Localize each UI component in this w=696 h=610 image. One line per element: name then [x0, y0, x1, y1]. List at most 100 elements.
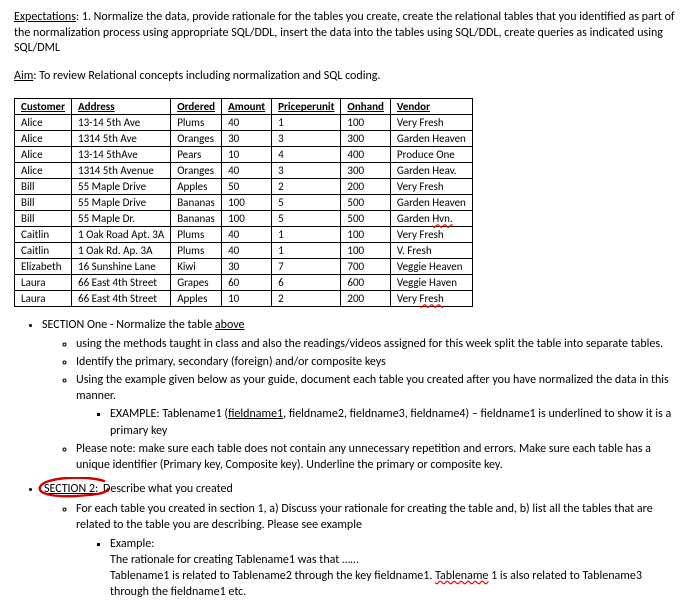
- table-cell: Garden Heav.: [390, 163, 472, 179]
- table-cell: Alice: [15, 163, 72, 179]
- aim-paragraph: Aim: To review Relational concepts inclu…: [14, 69, 682, 85]
- table-cell: 40: [222, 163, 272, 179]
- table-cell: Caitlin: [15, 243, 72, 259]
- table-row: Laura66 East 4th StreetApples102200Very …: [15, 291, 473, 307]
- table-cell: 1314 5th Avenue: [72, 163, 171, 179]
- table-cell: 30: [222, 259, 272, 275]
- table-cell: 300: [341, 163, 390, 179]
- table-cell: 1 Oak Road Apt. 3A: [72, 227, 171, 243]
- list-item: using the methods taught in class and al…: [76, 336, 682, 352]
- table-cell: Apples: [171, 179, 222, 195]
- table-row: Bill55 Maple Dr.Bananas1005500Garden Hvn…: [15, 211, 473, 227]
- table-cell: Veggie Haven: [390, 275, 472, 291]
- table-cell: 5: [272, 195, 341, 211]
- table-cell: 300: [341, 131, 390, 147]
- table-cell: 3: [272, 131, 341, 147]
- section-two-highlight: SECTION 2:: [42, 481, 100, 499]
- table-cell: Kiwi: [171, 259, 222, 275]
- table-cell: 40: [222, 115, 272, 131]
- list-item: Please note: make sure each table does n…: [76, 441, 682, 473]
- table-cell: 1: [272, 243, 341, 259]
- table-cell: 60: [222, 275, 272, 291]
- expectations-paragraph: Expectations: 1. Normalize the data, pro…: [14, 10, 682, 57]
- table-cell: 700: [341, 259, 390, 275]
- table-cell: Veggie Heaven: [390, 259, 472, 275]
- table-header: Onhand: [341, 99, 390, 115]
- table-cell: 1 Oak Rd. Ap. 3A: [72, 243, 171, 259]
- list-item: Using the example given below as your gu…: [76, 372, 682, 439]
- table-cell: 10: [222, 291, 272, 307]
- section-two-items: For each table you created in section 1,…: [76, 501, 682, 600]
- table-cell: Garden Heaven: [390, 195, 472, 211]
- table-cell: 6: [272, 275, 341, 291]
- example-item: EXAMPLE: Tablename1 (fieldname1, fieldna…: [110, 406, 682, 438]
- table-cell: 100: [341, 115, 390, 131]
- table-cell: 200: [341, 291, 390, 307]
- expectations-label: Expectations: [14, 10, 76, 24]
- table-cell: Plums: [171, 243, 222, 259]
- table-cell: Pears: [171, 147, 222, 163]
- table-cell: 400: [341, 147, 390, 163]
- table-cell: Garden Heaven: [390, 131, 472, 147]
- section-two-heading: SECTION 2: Describe what you created For…: [42, 481, 682, 600]
- section-one-heading: SECTION One - Normalize the table above …: [42, 317, 682, 473]
- table-cell: Alice: [15, 131, 72, 147]
- table-cell: 3: [272, 163, 341, 179]
- table-cell: Grapes: [171, 275, 222, 291]
- table-cell: 40: [222, 243, 272, 259]
- table-cell: 500: [341, 211, 390, 227]
- table-cell: Alice: [15, 147, 72, 163]
- table-cell: Bananas: [171, 195, 222, 211]
- table-cell: Bill: [15, 195, 72, 211]
- table-row: Alice13-14 5th AvePlums401100Very Fresh: [15, 115, 473, 131]
- table-cell: 16 Sunshine Lane: [72, 259, 171, 275]
- table-row: Alice13-14 5thAvePears104400Produce One: [15, 147, 473, 163]
- table-cell: Oranges: [171, 163, 222, 179]
- table-cell: 200: [341, 179, 390, 195]
- list-item: Identify the primary, secondary (foreign…: [76, 354, 682, 370]
- table-header: Customer: [15, 99, 72, 115]
- table-cell: Laura: [15, 291, 72, 307]
- table-cell: Very Fresh: [390, 179, 472, 195]
- expectations-text: : 1. Normalize the data, provide rationa…: [14, 10, 675, 55]
- table-cell: Apples: [171, 291, 222, 307]
- table-cell: 100: [222, 195, 272, 211]
- table-cell: 1314 5th Ave: [72, 131, 171, 147]
- table-cell: Elizabeth: [15, 259, 72, 275]
- table-cell: 13-14 5thAve: [72, 147, 171, 163]
- table-cell: 55 Maple Dr.: [72, 211, 171, 227]
- table-row: Elizabeth16 Sunshine LaneKiwi307700Veggi…: [15, 259, 473, 275]
- table-header: Ordered: [171, 99, 222, 115]
- section-list: SECTION One - Normalize the table above …: [42, 317, 682, 600]
- table-cell: Plums: [171, 115, 222, 131]
- table-cell: 66 East 4th Street: [72, 275, 171, 291]
- table-cell: Very Fresh: [390, 115, 472, 131]
- table-cell: 50: [222, 179, 272, 195]
- table-header: Priceperunit: [272, 99, 341, 115]
- table-cell: 4: [272, 147, 341, 163]
- table-cell: Plums: [171, 227, 222, 243]
- table-cell: 55 Maple Drive: [72, 179, 171, 195]
- table-row: Alice1314 5th AvenueOranges403300Garden …: [15, 163, 473, 179]
- table-cell: 500: [341, 195, 390, 211]
- table-cell: 10: [222, 147, 272, 163]
- example-list: EXAMPLE: Tablename1 (fieldname1, fieldna…: [110, 406, 682, 438]
- table-row: Alice1314 5th AveOranges303300Garden Hea…: [15, 131, 473, 147]
- table-header: Address: [72, 99, 171, 115]
- table-cell: 1: [272, 115, 341, 131]
- table-cell: Laura: [15, 275, 72, 291]
- table-row: Caitlin1 Oak Road Apt. 3APlums401100Very…: [15, 227, 473, 243]
- list-item: For each table you created in section 1,…: [76, 501, 682, 600]
- aim-text: : To review Relational concepts includin…: [33, 69, 380, 83]
- table-cell: 2: [272, 291, 341, 307]
- table-cell: 7: [272, 259, 341, 275]
- table-cell: Produce One: [390, 147, 472, 163]
- table-cell: 55 Maple Drive: [72, 195, 171, 211]
- table-row: Bill55 Maple DriveApples502200Very Fresh: [15, 179, 473, 195]
- table-header: Vendor: [390, 99, 472, 115]
- table-cell: Very Fresh: [390, 291, 472, 307]
- table-cell: Bill: [15, 211, 72, 227]
- table-row: Bill55 Maple DriveBananas1005500Garden H…: [15, 195, 473, 211]
- table-cell: 100: [222, 211, 272, 227]
- table-cell: 2: [272, 179, 341, 195]
